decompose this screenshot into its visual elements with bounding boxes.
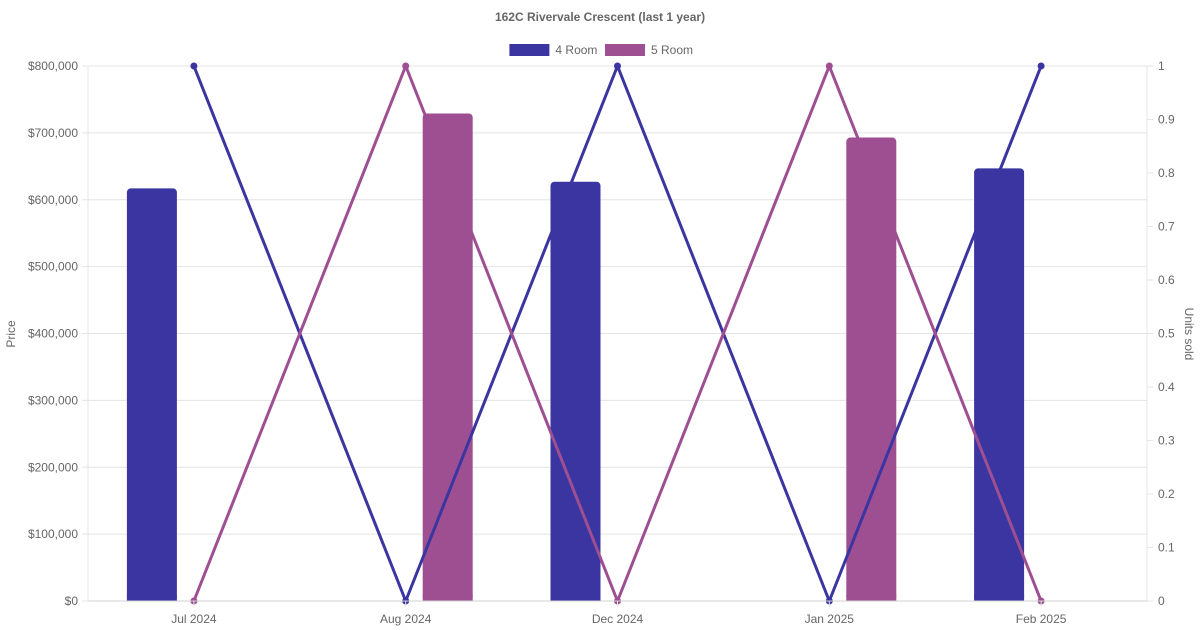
bar-4-room[interactable] bbox=[550, 181, 601, 601]
bar-base bbox=[422, 595, 473, 601]
y-tick-label: $800,000 bbox=[28, 59, 78, 73]
line-point[interactable] bbox=[614, 62, 621, 70]
y-tick-label: $100,000 bbox=[28, 527, 78, 541]
y2-tick-label: 1 bbox=[1158, 59, 1165, 73]
x-tick-label: Aug 2024 bbox=[380, 612, 432, 626]
bar-base bbox=[550, 595, 601, 601]
legend-label: 5 Room bbox=[651, 43, 693, 57]
line-point[interactable] bbox=[1037, 62, 1045, 70]
y2-axis-title: Units sold bbox=[1182, 308, 1196, 361]
y2-tick-label: 0.7 bbox=[1158, 220, 1175, 234]
bar-4-room[interactable] bbox=[126, 188, 177, 601]
x-tick-label: Jan 2025 bbox=[805, 612, 855, 626]
x-tick-label: Feb 2025 bbox=[1016, 612, 1067, 626]
y2-tick-label: 0 bbox=[1158, 594, 1165, 608]
bar-base bbox=[126, 595, 177, 601]
y2-tick-label: 0.8 bbox=[1158, 166, 1175, 180]
bar-base bbox=[846, 595, 897, 601]
legend-item-4-room[interactable]: 4 Room bbox=[509, 43, 597, 57]
x-tick-label: Jul 2024 bbox=[171, 612, 217, 626]
y-axis-title: Price bbox=[4, 320, 18, 348]
bar-4-room[interactable] bbox=[974, 168, 1025, 601]
bar-base bbox=[974, 595, 1025, 601]
bars-layer bbox=[126, 113, 1025, 601]
legend-label: 4 Room bbox=[555, 43, 597, 57]
y-tick-label: $700,000 bbox=[28, 126, 78, 140]
axes-layer: $0 $100,000 $200,000 $300,000 $400,000 $500,0… bbox=[28, 59, 1175, 626]
legend-swatch bbox=[509, 44, 550, 56]
y2-tick-label: 0.9 bbox=[1158, 113, 1175, 127]
y-tick-label: $400,000 bbox=[28, 327, 78, 341]
chart-title: 162C Rivervale Crescent (last 1 year) bbox=[495, 10, 705, 24]
y2-tick-label: 0.4 bbox=[1158, 380, 1175, 394]
legend-item-5-room[interactable]: 5 Room bbox=[605, 43, 693, 57]
y-tick-label: $500,000 bbox=[28, 260, 78, 274]
line-point[interactable] bbox=[825, 62, 833, 70]
line-point[interactable] bbox=[402, 62, 410, 70]
y2-tick-label: 0.6 bbox=[1158, 273, 1175, 287]
x-tick-label: Dec 2024 bbox=[592, 612, 644, 626]
y-tick-label: $300,000 bbox=[28, 393, 78, 407]
legend[interactable]: 4 Room 5 Room bbox=[509, 43, 693, 57]
bar-5-room[interactable] bbox=[422, 113, 473, 601]
y2-tick-label: 0.2 bbox=[1158, 487, 1175, 501]
bar-5-room[interactable] bbox=[846, 137, 897, 601]
y2-tick-label: 0.1 bbox=[1158, 541, 1175, 555]
y2-tick-label: 0.5 bbox=[1158, 327, 1175, 341]
legend-swatch bbox=[605, 44, 645, 56]
y-tick-label: $200,000 bbox=[28, 460, 78, 474]
y-tick-label: $600,000 bbox=[28, 193, 78, 207]
line-point[interactable] bbox=[190, 62, 198, 70]
y2-tick-label: 0.3 bbox=[1158, 434, 1175, 448]
y-tick-label: $0 bbox=[65, 594, 79, 608]
